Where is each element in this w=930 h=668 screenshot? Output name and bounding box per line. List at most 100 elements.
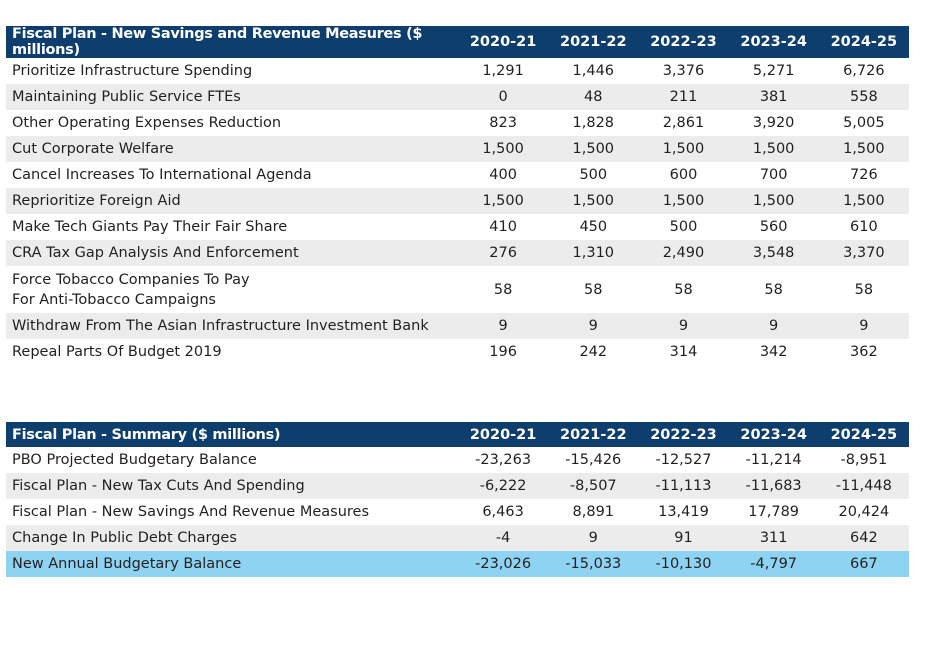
value-cell: 400 [489,167,517,183]
row-label: Cut Corporate Welfare [6,136,458,162]
value-cell: 381 [728,84,819,110]
value-cell: -11,683 [728,473,819,499]
row-label-line: CRA Tax Gap Analysis And Enforcement [12,245,299,261]
row-label: Force Tobacco Companies To Pay For Anti-T… [6,266,458,313]
row-label-line: Maintaining Public Service FTEs [12,89,241,105]
value-cell: -8,951 [840,452,888,468]
value-cell: 500 [579,167,608,183]
row-label: Fiscal Plan - New Savings And Revenue Me… [6,499,458,525]
year-header: 2024-25 [818,26,909,58]
table-row: Prioritize Infrastructure Spending 1,291 1… [6,58,909,84]
value-cell: 58 [584,281,603,298]
year-header: 2020-21 [458,26,549,58]
year-header: 2022-23 [638,26,729,58]
value-cell: 3,370 [818,240,909,266]
row-label: Make Tech Giants Pay Their Fair Share [6,214,458,240]
value-cell: -15,426 [565,452,622,468]
value-cell: -6,222 [458,473,549,499]
table-row: Fiscal Plan - New Savings And Revenue Me… [6,499,909,525]
row-label-line: Cut Corporate Welfare [12,141,174,157]
row-label-line: Reprioritize Foreign Aid [12,193,181,209]
value-cell: 450 [579,219,608,235]
value-cell: 1,500 [458,136,549,162]
value-cell: 48 [548,84,639,110]
value-cell: -11,448 [818,473,909,499]
value-cell: 600 [669,167,698,183]
row-label-line: Fiscal Plan - New Tax Cuts And Spending [12,478,305,494]
value-cell: 276 [458,240,549,266]
value-cell: -4,797 [728,551,819,577]
value-cell: 3,376 [662,63,705,79]
row-label: PBO Projected Budgetary Balance [6,447,458,473]
value-cell: 9 [818,313,909,339]
value-cell: -12,527 [655,452,712,468]
row-label: Withdraw From The Asian Infrastructure I… [6,313,458,339]
value-cell: 1,500 [548,188,639,214]
table-row: Force Tobacco Companies To Pay For Anti-T… [6,266,909,313]
value-cell: 9 [548,313,639,339]
row-label: Cancel Increases To International Agenda [6,162,458,188]
value-cell: -4 [458,525,549,551]
value-cell: 823 [489,115,517,131]
year-header: 2023-24 [728,26,819,58]
value-cell: 1,500 [818,188,909,214]
row-label-line: Prioritize Infrastructure Spending [12,63,253,79]
value-cell: 58 [493,281,513,298]
row-label-line: Make Tech Giants Pay Their Fair Share [12,219,288,235]
value-cell: -11,214 [745,452,802,468]
row-label-line: Force Tobacco Companies To Pay [12,271,250,288]
value-cell: 1,500 [638,188,729,214]
row-label-line: Fiscal Plan - New Savings And Revenue Me… [12,504,370,520]
value-cell: 1,500 [638,136,729,162]
year-header: 2021-22 [548,26,639,58]
row-label: Prioritize Infrastructure Spending [6,58,458,84]
row-label-line: Repeal Parts Of Budget 2019 [12,344,222,360]
value-cell: 726 [850,167,878,183]
value-cell: 20,424 [838,504,890,520]
value-cell: 6,463 [482,504,524,520]
value-cell: 58 [674,281,693,298]
row-label: Repeal Parts Of Budget 2019 [6,339,458,365]
value-cell: 1,828 [572,115,615,131]
summary-header-row: Fiscal Plan - Summary ($ millions) 2020-… [6,422,909,447]
value-cell: 362 [850,344,878,360]
value-cell: -10,130 [638,551,729,577]
value-cell: 0 [458,84,549,110]
savings-header-row: Fiscal Plan - New Savings and Revenue Me… [6,26,909,58]
row-label: Fiscal Plan - New Tax Cuts And Spending [6,473,458,499]
value-cell: 1,310 [548,240,639,266]
value-cell: 8,891 [572,504,615,520]
value-cell: 560 [759,219,788,235]
savings-table-title: Fiscal Plan - New Savings and Revenue Me… [6,26,458,58]
row-label: Reprioritize Foreign Aid [6,188,458,214]
year-header: 2020-21 [458,422,549,447]
value-cell: -11,113 [638,473,729,499]
value-cell: 342 [759,344,788,360]
year-header: 2021-22 [548,422,639,447]
row-label-line: Cancel Increases To International Agenda [12,167,312,183]
value-cell: 314 [669,344,698,360]
year-header: 2024-25 [818,422,909,447]
value-cell: 311 [728,525,819,551]
value-cell: 1,500 [458,188,549,214]
value-cell: 1,500 [728,136,819,162]
savings-table: Fiscal Plan - New Savings and Revenue Me… [6,26,909,365]
value-cell: 242 [579,344,608,360]
table-row: Maintaining Public Service FTEs 0 48 211 381… [6,84,909,110]
value-cell: 196 [489,344,517,360]
year-header: 2023-24 [728,422,819,447]
value-cell: 2,490 [638,240,729,266]
table-row: CRA Tax Gap Analysis And Enforcement 276 1… [6,240,909,266]
value-cell: 500 [669,219,698,235]
value-cell: 610 [850,219,878,235]
row-label-line: Withdraw From The Asian Infrastructure I… [12,318,429,334]
value-cell: 6,726 [843,63,885,79]
value-cell: 58 [854,281,874,298]
table-row: Withdraw From The Asian Infrastructure I… [6,313,909,339]
value-cell: 9 [638,313,729,339]
table-row: Cut Corporate Welfare 1,500 1,500 1,500 1,50… [6,136,909,162]
value-cell: -23,263 [475,452,532,468]
value-cell: 9 [458,313,549,339]
value-cell: 1,500 [548,136,639,162]
table-row: Reprioritize Foreign Aid 1,500 1,500 1,500 1… [6,188,909,214]
